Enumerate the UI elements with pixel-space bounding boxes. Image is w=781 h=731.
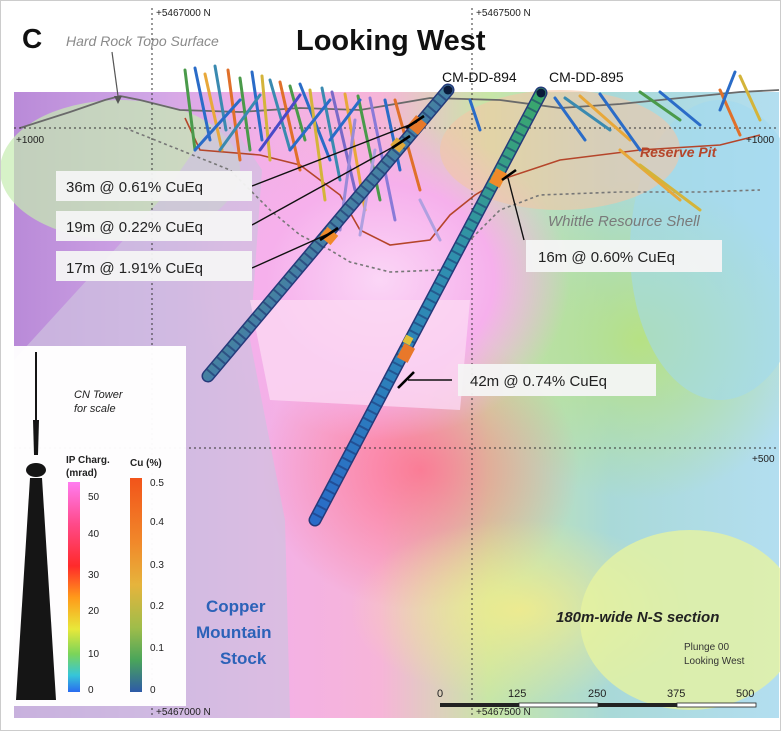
drillhole-cm-dd-895 <box>308 86 548 527</box>
cu-tick-0-5: 0.5 <box>150 478 164 489</box>
topo-surface-label: Hard Rock Topo Surface <box>66 33 219 49</box>
topo-leader-line <box>111 51 119 97</box>
tower-caption-line-2: for scale <box>74 403 116 415</box>
scale-tick-500: 500 <box>736 688 754 700</box>
stock-label-line-1: Copper <box>206 597 266 616</box>
cu-tick-0-1: 0.1 <box>150 643 164 654</box>
northing-bottom-left: +5467000 N <box>156 707 211 718</box>
stock-label-line-2: Mountain <box>196 623 272 642</box>
intercept-box-5: 42m @ 0.74% CuEq <box>458 364 656 396</box>
topo-surface-line <box>19 89 780 129</box>
drillhole-label-894: CM-DD-894 <box>442 69 517 85</box>
cu-tick-0-2: 0.2 <box>150 601 164 612</box>
ip-tick-30: 30 <box>88 570 100 581</box>
panel-letter: C <box>22 23 42 54</box>
scale-tick-250: 250 <box>588 688 606 700</box>
stock-label-line-3: Stock <box>220 649 267 668</box>
whittle-shell-outline <box>124 127 761 273</box>
cu-tick-0-4: 0.4 <box>150 517 164 528</box>
cu-legend-title: Cu (%) <box>130 458 162 469</box>
intercept-label-5: 42m @ 0.74% CuEq <box>470 373 607 390</box>
ip-tick-40: 40 <box>88 529 100 540</box>
view-title: Looking West <box>296 25 486 57</box>
scale-tick-0: 0 <box>437 688 443 700</box>
intercept-leaders <box>251 121 525 381</box>
elev-right-1000: +1000 <box>746 135 775 146</box>
intercept-box-3: 17m @ 1.91% CuEq <box>56 251 252 281</box>
intercept-ticks <box>319 114 517 389</box>
looking-west-small-label: Looking West <box>684 656 745 667</box>
whittle-shell-label: Whittle Resource Shell <box>548 213 700 230</box>
northing-top-right: +5467500 N <box>476 8 531 19</box>
cn-tower-icon <box>16 352 56 700</box>
scale-tick-125: 125 <box>508 688 526 700</box>
reserve-pit-label: Reserve Pit <box>640 144 718 160</box>
cu-tick-0-3: 0.3 <box>150 560 164 571</box>
intercept-label-1: 36m @ 0.61% CuEq <box>66 179 203 196</box>
section-width-label: 180m-wide N-S section <box>556 609 719 626</box>
ip-tick-10: 10 <box>88 649 100 660</box>
scale-tick-375: 375 <box>667 688 685 700</box>
tower-caption-line-1: CN Tower <box>74 389 124 401</box>
ip-color-ramp <box>68 482 80 692</box>
scale-bar: 0 125 250 375 500 <box>437 688 757 708</box>
intercept-label-2: 19m @ 0.22% CuEq <box>66 219 203 236</box>
ip-tick-20: 20 <box>88 606 100 617</box>
intercept-box-4: 16m @ 0.60% CuEq <box>526 240 722 272</box>
historic-drillholes <box>183 64 762 242</box>
drillhole-label-895: CM-DD-895 <box>549 69 624 85</box>
ip-tick-50: 50 <box>88 492 100 503</box>
cu-tick-0: 0 <box>150 685 156 696</box>
legend-panel: CN Tower for scale IP Charg. (mrad) 50 4… <box>14 346 186 706</box>
northing-bottom-right: +5467500 N <box>476 707 531 718</box>
ip-legend-title-2: (mrad) <box>66 468 97 479</box>
northing-top-left: +5467000 N <box>156 8 211 19</box>
elev-left-1000: +1000 <box>16 135 45 146</box>
ip-legend-title-1: IP Charg. <box>66 455 110 466</box>
cu-color-ramp <box>130 478 142 692</box>
intercept-label-4: 16m @ 0.60% CuEq <box>538 249 675 266</box>
plunge-label: Plunge 00 <box>684 642 729 653</box>
intercept-box-1: 36m @ 0.61% CuEq <box>56 171 252 201</box>
intercept-box-2: 19m @ 0.22% CuEq <box>56 211 252 241</box>
intercept-label-3: 17m @ 1.91% CuEq <box>66 260 203 277</box>
reserve-pit-outline <box>184 117 761 246</box>
elev-right-500: +500 <box>752 454 775 465</box>
ip-tick-0: 0 <box>88 685 94 696</box>
